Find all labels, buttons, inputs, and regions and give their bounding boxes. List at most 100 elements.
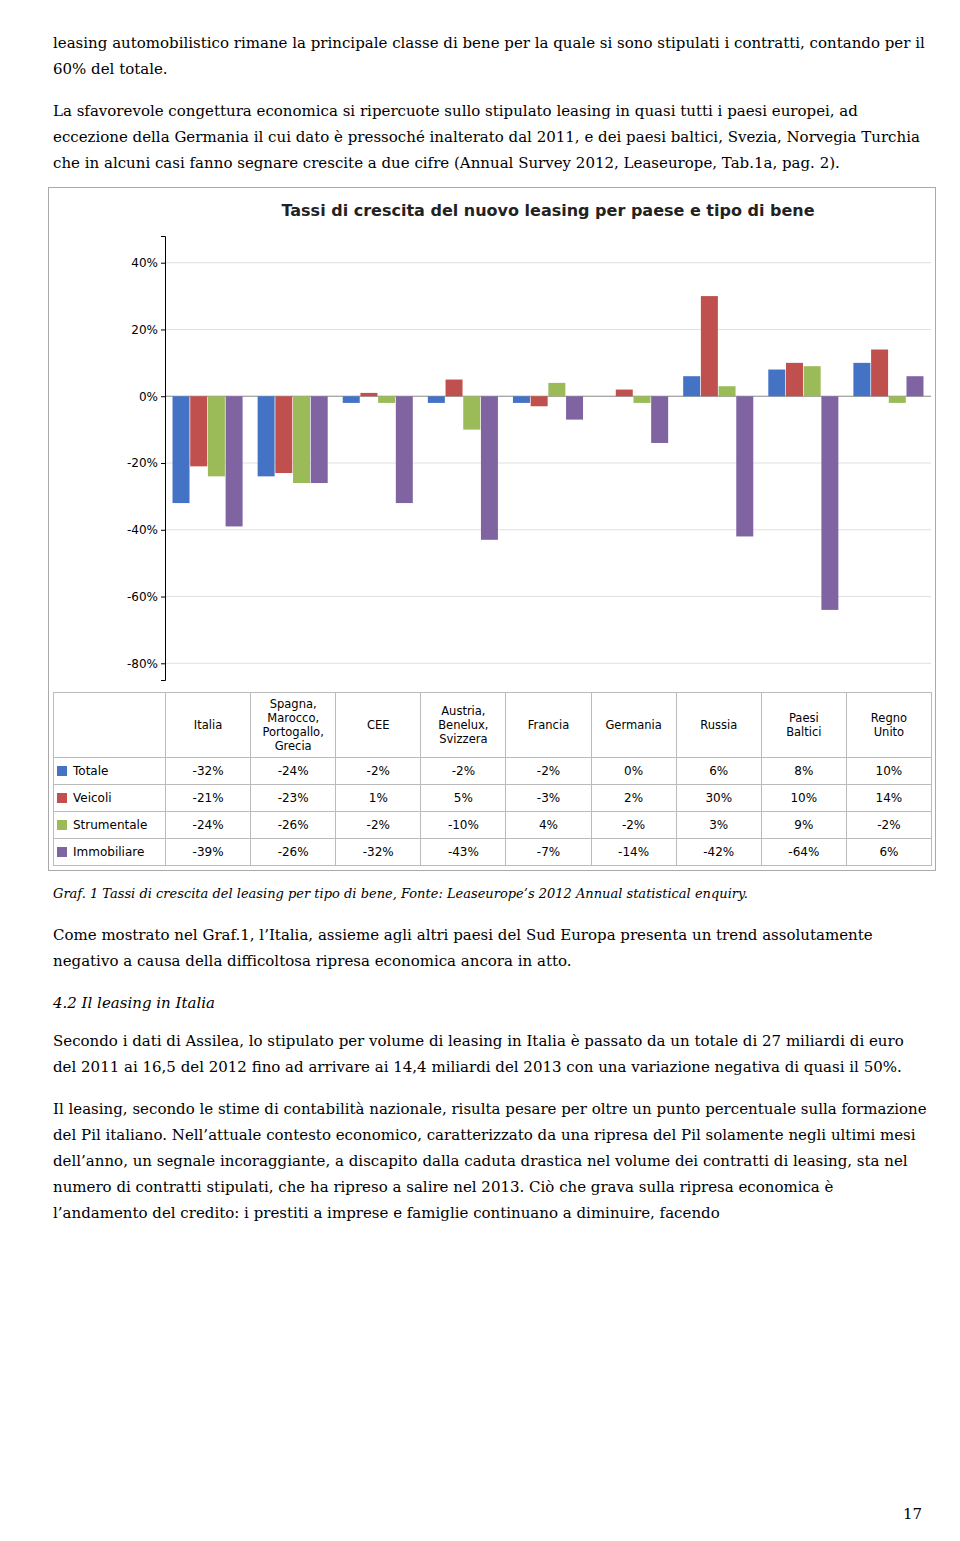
bar <box>481 396 498 540</box>
y-tick: -60% <box>127 590 165 604</box>
value-label: -14% <box>591 839 676 866</box>
bar <box>804 366 821 396</box>
bar <box>548 383 565 396</box>
chart-title: Tassi di crescita del nuovo leasing per … <box>281 201 814 220</box>
paragraph: Il leasing, secondo le stime di contabil… <box>53 1096 931 1226</box>
value-label: 1% <box>336 785 421 812</box>
grid-line <box>165 529 931 530</box>
page-body: {"chart_data": { "type": "bar", "title":… <box>0 0 960 1541</box>
table-row: Strumentale-24%-26%-2%-10%4%-2%3%9%-2% <box>54 812 932 839</box>
chart-box: Tassi di crescita del nuovo leasing per … <box>53 192 931 866</box>
table-row: Veicoli-21%-23%1%5%-3%2%30%10%14% <box>54 785 932 812</box>
value-label: -26% <box>251 839 336 866</box>
value-label: -2% <box>336 758 421 785</box>
bar-series <box>226 376 924 610</box>
grid-line <box>165 663 931 664</box>
bars <box>173 296 924 610</box>
value-label: 5% <box>421 785 506 812</box>
legend-swatch <box>57 847 67 857</box>
value-label: -32% <box>336 839 421 866</box>
bar <box>651 396 668 443</box>
category-label: Germania <box>591 693 676 758</box>
y-tick-label: 0% <box>139 390 158 404</box>
paragraph: Come mostrato nel Graf.1, l’Italia, assi… <box>53 922 931 974</box>
bar <box>683 376 700 396</box>
bar-series <box>208 366 906 483</box>
bar <box>208 396 225 476</box>
y-tick: 40% <box>131 256 165 270</box>
y-tick-mark <box>161 463 165 464</box>
bar <box>768 370 785 397</box>
category-label: Russia <box>676 693 761 758</box>
value-label: -32% <box>166 758 251 785</box>
y-tick-label: 40% <box>131 256 158 270</box>
bar <box>360 393 377 396</box>
value-label: -26% <box>251 812 336 839</box>
paragraph: Secondo i dati di Assilea, lo stipulato … <box>53 1028 931 1080</box>
value-label: -43% <box>421 839 506 866</box>
value-label: -42% <box>676 839 761 866</box>
value-label: 0% <box>591 758 676 785</box>
table-header-row: ItaliaSpagna, Marocco, Portogallo, Greci… <box>54 693 932 758</box>
bar-series <box>173 363 871 503</box>
bar <box>343 396 360 403</box>
value-label: 2% <box>591 785 676 812</box>
legend-entry: Strumentale <box>54 812 166 839</box>
caption: Graf. 1 Tassi di crescita del leasing pe… <box>53 884 931 904</box>
bar <box>226 396 243 526</box>
value-label: 10% <box>846 758 931 785</box>
data-table: ItaliaSpagna, Marocco, Portogallo, Greci… <box>53 692 932 866</box>
value-label: -2% <box>506 758 591 785</box>
bar <box>889 396 906 403</box>
legend-label: Totale <box>73 764 108 778</box>
legend-swatch <box>57 820 67 830</box>
y-tick-label: -60% <box>127 590 158 604</box>
bar <box>566 396 583 419</box>
category-label: Francia <box>506 693 591 758</box>
grid-line <box>165 329 931 330</box>
bar <box>293 396 310 483</box>
bar <box>906 376 923 396</box>
y-axis: -80%-60%-40%-20%0%20%40% <box>127 237 166 681</box>
legend-label: Immobiliare <box>73 845 144 859</box>
value-label: 30% <box>676 785 761 812</box>
bar <box>871 350 888 397</box>
value-label: -10% <box>421 812 506 839</box>
y-tick-mark <box>161 396 165 397</box>
category-label: CEE <box>336 693 421 758</box>
bar <box>736 396 753 536</box>
value-label: -2% <box>591 812 676 839</box>
y-tick: -20% <box>127 456 165 470</box>
bar <box>275 396 292 473</box>
category-label: Austria, Benelux, Svizzera <box>421 693 506 758</box>
legend-entry: Totale <box>54 758 166 785</box>
bar <box>378 396 395 403</box>
y-tick: 0% <box>139 390 165 404</box>
y-tick: -40% <box>127 523 165 537</box>
bar <box>531 396 548 406</box>
chart-svg: Tassi di crescita del nuovo leasing per … <box>53 192 931 692</box>
category-label: Regno Unito <box>846 693 931 758</box>
y-tick-mark <box>161 329 165 330</box>
value-label: 14% <box>846 785 931 812</box>
value-label: -7% <box>506 839 591 866</box>
table-body: Totale-32%-24%-2%-2%-2%0%6%8%10%Veicoli-… <box>54 758 932 866</box>
bar <box>311 396 328 483</box>
y-tick-label: 20% <box>131 323 158 337</box>
value-label: 6% <box>846 839 931 866</box>
table-row: Totale-32%-24%-2%-2%-2%0%6%8%10% <box>54 758 932 785</box>
legend-label: Strumentale <box>73 818 147 832</box>
category-label: Spagna, Marocco, Portogallo, Grecia <box>251 693 336 758</box>
value-label: 6% <box>676 758 761 785</box>
page-number: 17 <box>903 1505 922 1523</box>
legend-swatch <box>57 766 67 776</box>
y-tick-mark <box>161 663 165 664</box>
value-label: -21% <box>166 785 251 812</box>
bar <box>598 396 615 397</box>
bar <box>616 390 633 397</box>
category-label: Italia <box>166 693 251 758</box>
y-tick-mark <box>161 263 165 264</box>
value-label: -64% <box>761 839 846 866</box>
table-column <box>54 693 166 866</box>
value-label: -24% <box>251 758 336 785</box>
